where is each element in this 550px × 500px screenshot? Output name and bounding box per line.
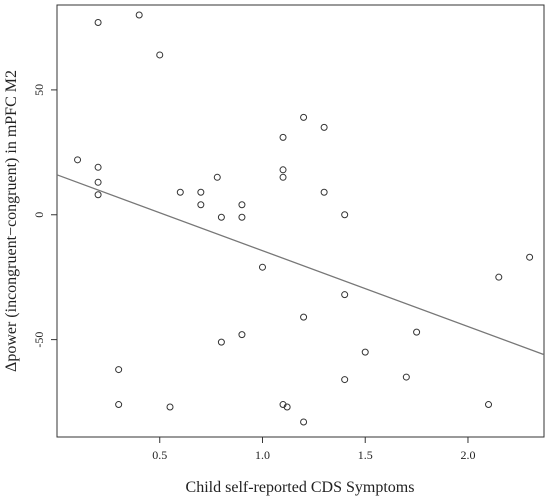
data-point — [341, 211, 349, 219]
data-point — [341, 376, 349, 384]
y-tick-label: 50 — [32, 84, 46, 96]
data-point — [197, 201, 205, 209]
data-point — [320, 123, 328, 131]
data-point — [135, 11, 143, 19]
data-point — [341, 291, 349, 299]
data-point — [94, 191, 102, 199]
data-point — [279, 166, 287, 174]
data-point — [115, 401, 123, 409]
data-point — [238, 201, 246, 209]
x-tick-label: 1.0 — [255, 448, 270, 462]
data-point — [217, 338, 225, 346]
data-point — [413, 328, 421, 336]
data-point — [485, 401, 493, 409]
data-point — [94, 163, 102, 171]
data-point — [279, 133, 287, 141]
data-point — [300, 313, 308, 321]
data-point — [279, 173, 287, 181]
regression-line — [56, 174, 545, 356]
data-point — [197, 188, 205, 196]
data-point — [495, 273, 503, 281]
data-point — [94, 178, 102, 186]
data-point — [238, 331, 246, 339]
data-point — [156, 51, 164, 59]
plot-frame — [56, 4, 545, 438]
y-tick-label: 0 — [32, 212, 46, 218]
data-point — [526, 253, 534, 261]
data-point — [402, 373, 410, 381]
data-point — [213, 173, 221, 181]
x-tick-label: 1.5 — [358, 448, 373, 462]
x-tick-label: 2.0 — [460, 448, 475, 462]
data-point — [74, 156, 82, 164]
data-point — [238, 213, 246, 221]
y-axis-title: Δpower (incongruent−congruent) in mPFC M… — [3, 70, 20, 372]
data-point — [320, 188, 328, 196]
data-point — [300, 418, 308, 426]
x-tick-label: 0.5 — [152, 448, 167, 462]
x-axis-title: Child self-reported CDS Symptoms — [186, 479, 415, 496]
data-point — [217, 213, 225, 221]
data-point — [94, 18, 102, 26]
data-point — [258, 263, 266, 271]
data-point — [166, 403, 174, 411]
data-point — [283, 403, 291, 411]
data-point — [300, 113, 308, 121]
data-point — [176, 188, 184, 196]
data-point — [361, 348, 369, 356]
data-point — [115, 366, 123, 374]
y-tick-label: -50 — [32, 332, 46, 348]
